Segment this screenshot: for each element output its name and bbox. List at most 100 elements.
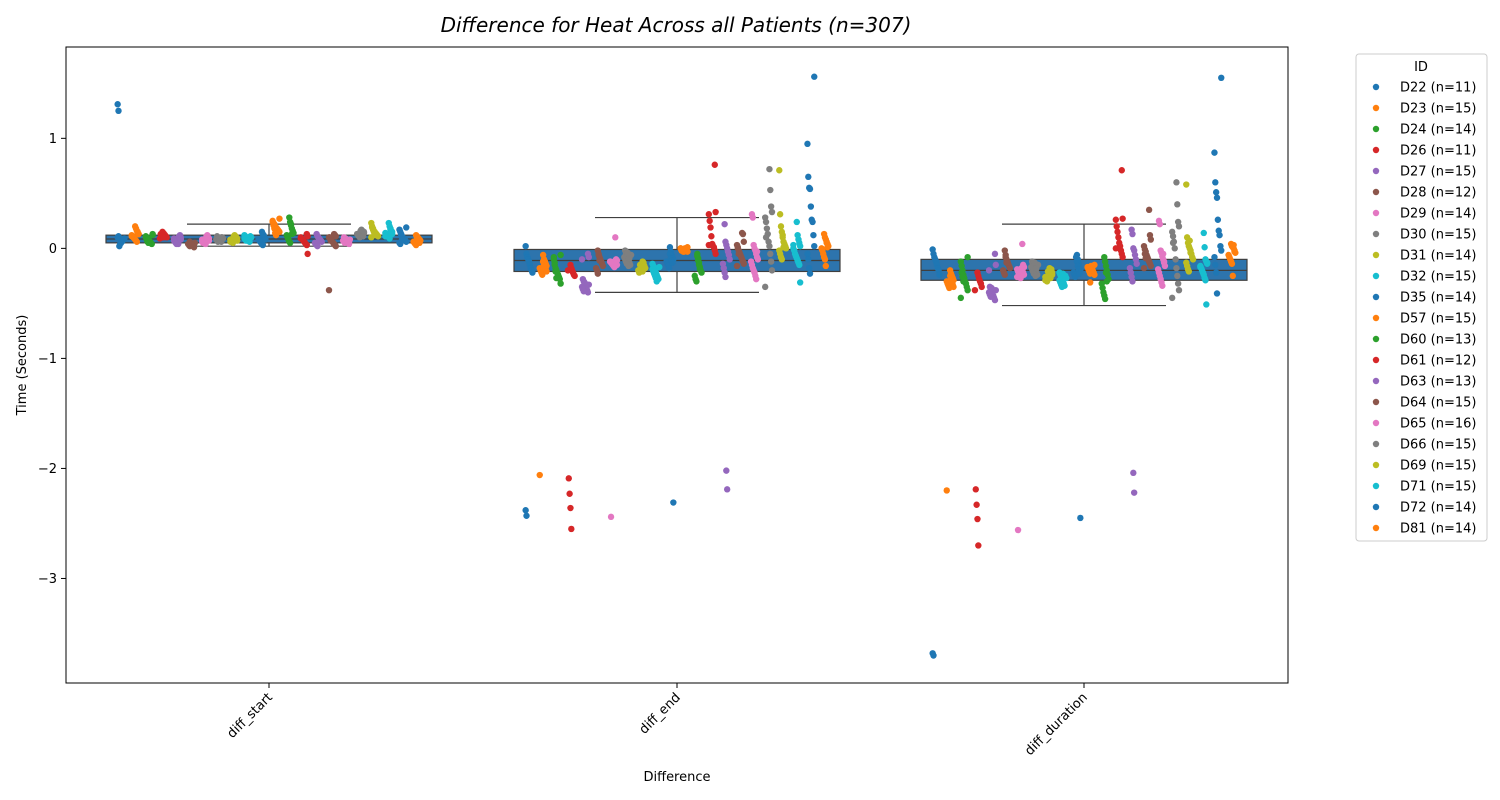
data-point <box>1186 237 1193 244</box>
data-point <box>327 237 334 244</box>
data-point <box>227 238 234 245</box>
data-point <box>807 203 815 210</box>
data-point <box>804 250 811 258</box>
legend-marker <box>1372 251 1380 259</box>
data-point <box>1201 244 1208 251</box>
legend-marker <box>1372 314 1380 322</box>
data-point <box>975 542 982 549</box>
data-point <box>1119 215 1126 222</box>
data-point <box>1171 245 1178 252</box>
data-point <box>304 233 311 240</box>
data-point <box>522 242 529 250</box>
data-point <box>133 238 141 245</box>
legend-marker <box>1372 272 1380 280</box>
data-point <box>332 233 340 240</box>
data-point <box>722 273 729 281</box>
data-point <box>635 267 642 274</box>
legend-marker <box>1372 419 1380 427</box>
data-point <box>218 234 225 241</box>
data-point <box>372 231 379 239</box>
legend-label: D72 (n=14) <box>1400 501 1477 516</box>
data-point <box>1002 253 1009 261</box>
data-point <box>656 263 663 271</box>
data-point <box>712 208 719 216</box>
data-point <box>536 471 543 479</box>
data-point <box>360 228 368 236</box>
data-point <box>581 279 588 286</box>
data-point <box>262 236 269 243</box>
data-point <box>721 220 728 228</box>
data-point <box>552 268 559 275</box>
data-point <box>796 242 804 250</box>
data-point <box>1203 301 1210 308</box>
legend-marker <box>1372 503 1380 511</box>
data-point <box>696 266 704 273</box>
data-point <box>606 258 614 265</box>
data-point <box>1033 264 1040 272</box>
legend-marker <box>1372 461 1380 469</box>
data-point <box>767 258 775 265</box>
data-point <box>1147 236 1155 243</box>
data-point <box>733 262 741 270</box>
data-point <box>332 242 340 250</box>
data-point <box>1212 179 1219 186</box>
data-point <box>1156 220 1164 228</box>
legend-label: D26 (n=11) <box>1400 144 1477 159</box>
legend-label: D32 (n=15) <box>1400 270 1477 285</box>
plot-area <box>66 47 1288 683</box>
data-point <box>325 286 333 294</box>
data-point <box>1216 231 1223 239</box>
legend-label: D24 (n=14) <box>1400 123 1477 138</box>
data-point <box>723 486 731 493</box>
data-point <box>972 486 979 493</box>
data-point <box>1183 181 1190 188</box>
data-point <box>653 278 660 285</box>
legend-title: ID <box>1414 60 1428 75</box>
data-point <box>767 203 775 210</box>
legend-label: D63 (n=13) <box>1400 375 1477 390</box>
data-point <box>1174 272 1181 280</box>
data-point <box>1058 283 1066 291</box>
data-point <box>543 268 550 275</box>
data-point <box>1060 273 1067 281</box>
data-point <box>177 236 185 243</box>
data-point <box>199 239 207 247</box>
data-point <box>1229 272 1237 280</box>
data-point <box>1185 268 1193 275</box>
data-point <box>1076 270 1083 277</box>
data-point <box>943 487 950 494</box>
data-point <box>1218 74 1225 82</box>
data-point <box>740 260 748 267</box>
legend-marker <box>1372 377 1380 385</box>
data-point <box>777 223 785 230</box>
data-point <box>286 239 294 247</box>
data-point <box>930 652 937 659</box>
y-axis-label: Time (Seconds) <box>15 315 30 417</box>
data-point <box>740 238 748 245</box>
data-point <box>1013 273 1021 281</box>
data-point <box>1142 255 1149 262</box>
data-point <box>991 250 999 258</box>
data-point <box>768 208 776 216</box>
data-point <box>551 259 558 266</box>
data-point <box>1212 261 1219 269</box>
data-point <box>624 249 631 256</box>
data-point <box>568 525 575 533</box>
data-point <box>987 293 994 300</box>
legend-label: D30 (n=15) <box>1400 228 1477 243</box>
data-point <box>1173 179 1180 186</box>
data-point <box>936 271 943 278</box>
data-point <box>971 286 979 294</box>
data-point <box>705 241 713 249</box>
data-point <box>599 262 607 270</box>
legend-marker <box>1372 335 1380 343</box>
data-point <box>135 230 142 238</box>
data-point <box>1175 223 1183 230</box>
data-point <box>1112 245 1120 252</box>
data-point <box>767 250 774 258</box>
data-point <box>706 217 713 225</box>
legend-marker <box>1372 209 1380 217</box>
data-point <box>276 215 283 222</box>
data-point <box>753 248 761 255</box>
legend-frame <box>1355 53 1488 542</box>
